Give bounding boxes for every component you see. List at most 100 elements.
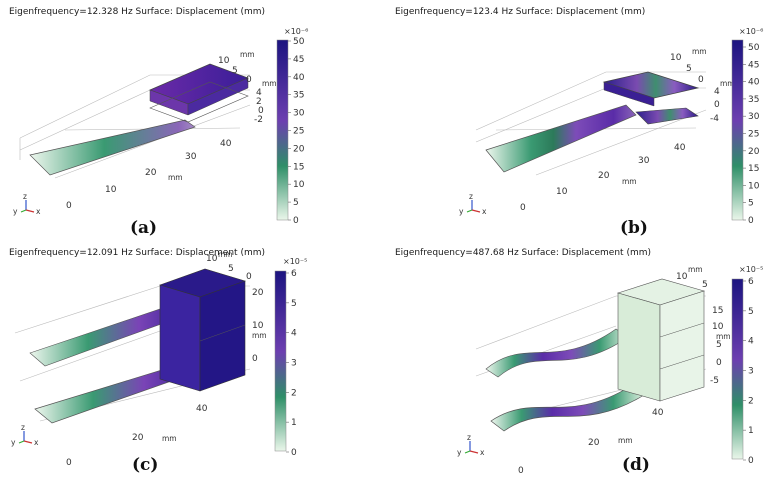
axis-ticks: 0 20 40 mm 10 5 0 mm 20 10 0 mm [66, 250, 267, 468]
colorbar-tick-label: 1 [748, 426, 754, 436]
y-unit: mm [692, 47, 707, 56]
colorbar-tick-label: 35 [293, 91, 304, 101]
y-tick: 0 [246, 75, 252, 85]
x-tick: 20 [132, 433, 144, 443]
panel-caption: (a) [130, 218, 158, 238]
upper-beam [485, 328, 629, 378]
z-unit: mm [262, 79, 277, 88]
colorbar-tick-label: 3 [291, 359, 297, 369]
axis-ticks: 0 10 20 30 40 mm 10 5 0 mm 4 2 0 -2 mm [66, 50, 277, 211]
triad-z-label: z [469, 192, 473, 201]
axis-triad: z x y [13, 192, 41, 216]
z-tick: 4 [256, 88, 262, 98]
x-tick: 0 [66, 458, 72, 468]
axis-ticks: 0 10 20 30 40 mm 10 5 0 mm 4 0 -4 mm [520, 47, 735, 213]
z-tick: -5 [710, 376, 719, 386]
colorbar-tick-label: 6 [291, 269, 297, 279]
triad-z-label: z [21, 423, 25, 432]
mass-seam [659, 354, 705, 370]
y-tick: 5 [702, 280, 708, 290]
colorbar-tick-label: 0 [293, 216, 299, 226]
colorbar-ticks: 6 5 4 3 2 1 0 [743, 277, 754, 466]
z-tick: 20 [252, 288, 264, 298]
colorbar-tick-label: 1 [291, 418, 297, 428]
colorbar-tick-label: 10 [748, 181, 760, 191]
triad-y-label: y [13, 207, 18, 216]
panel-title: Eigenfrequency=123.4 Hz Surface: Displac… [395, 7, 646, 17]
colorbar: ×10⁻⁵ 6 5 4 3 2 1 0 [731, 265, 763, 466]
triad-x-label: x [34, 438, 39, 447]
x-tick: 0 [66, 201, 72, 211]
colorbar: ×10⁻⁵ 6 5 4 3 2 1 0 [274, 257, 307, 458]
x-tick: 30 [638, 156, 650, 166]
x-tick: 10 [105, 185, 117, 195]
lower-beam [490, 385, 645, 432]
mass-seam [659, 322, 705, 338]
beam [485, 104, 637, 173]
x-unit: mm [162, 434, 177, 443]
proof-mass-bottom [149, 81, 249, 123]
colorbar-exponent: ×10⁻⁶ [284, 27, 308, 36]
panel-title: Eigenfrequency=12.091 Hz Surface: Displa… [9, 248, 265, 258]
mass-seam [199, 324, 246, 342]
lower-beam [34, 368, 181, 424]
plot-c: 0 20 40 mm 10 5 0 mm 20 10 0 mm z x y ×1… [11, 250, 307, 468]
colorbar-tick-label: 50 [293, 37, 305, 47]
y-tick: 5 [686, 64, 692, 74]
proof-mass-side [617, 292, 661, 402]
panel-title: Eigenfrequency=12.328 Hz Surface: Displa… [9, 7, 265, 17]
x-tick: 40 [674, 143, 686, 153]
y-tick: 0 [246, 272, 252, 282]
y-unit: mm [688, 265, 703, 274]
z-tick: -4 [710, 114, 719, 124]
colorbar-tick-label: 5 [748, 307, 754, 317]
colorbar-tick-label: 10 [293, 180, 305, 190]
colorbar-tick-label: 6 [748, 277, 754, 287]
triad-x-label: x [36, 207, 41, 216]
x-tick: 40 [220, 139, 232, 149]
triad-z-label: z [23, 192, 27, 201]
colorbar-tick-label: 5 [291, 299, 297, 309]
z-unit: mm [252, 331, 267, 340]
colorbar-tick-label: 45 [748, 60, 759, 70]
colorbar-tick-label: 4 [748, 337, 754, 347]
colorbar-tick-label: 2 [748, 396, 754, 406]
panel-caption: (d) [622, 455, 650, 475]
colorbar-exponent: ×10⁻⁶ [739, 27, 763, 36]
colorbar-tick-label: 15 [748, 164, 759, 174]
y-unit: mm [218, 250, 233, 259]
colorbar-tick-label: 30 [293, 109, 305, 119]
triad-y-label: y [459, 207, 464, 216]
colorbar-tick-label: 45 [293, 55, 304, 65]
x-tick: 20 [588, 438, 600, 448]
z-tick: 0 [258, 106, 264, 116]
x-tick: 20 [145, 168, 157, 178]
beam [29, 119, 196, 176]
colorbar-tick-label: 40 [748, 78, 760, 88]
y-tick: 10 [670, 53, 682, 63]
panel-caption: (c) [132, 455, 159, 475]
colorbar-exponent: ×10⁻⁵ [739, 265, 763, 274]
z-tick: 10 [252, 321, 264, 331]
proof-mass-front [199, 280, 246, 392]
colorbar-tick-label: 3 [748, 367, 754, 377]
colorbar-ticks: 6 5 4 3 2 1 0 [286, 269, 297, 458]
y-tick: 10 [218, 56, 230, 66]
panel-d: 0 20 40 mm 10 5 mm 15 10 5 0 -5 mm z x y… [386, 241, 771, 482]
z-tick: 2 [256, 97, 262, 107]
colorbar-tick-label: 2 [291, 388, 297, 398]
plot-a: 0 10 20 30 40 mm 10 5 0 mm 4 2 0 -2 mm z… [13, 27, 308, 226]
x-unit: mm [618, 436, 633, 445]
colorbar-tick-label: 5 [293, 198, 299, 208]
z-unit: mm [716, 332, 731, 341]
colorbar-tick-label: 0 [748, 216, 754, 226]
z-tick: 4 [714, 87, 720, 97]
panel-c: 0 20 40 mm 10 5 0 mm 20 10 0 mm z x y ×1… [0, 241, 385, 482]
colorbar-tick-label: 20 [293, 144, 305, 154]
triad-x-label: x [480, 448, 485, 457]
colorbar-tick-label: 30 [748, 112, 760, 122]
axis-triad: z x y [459, 192, 487, 216]
